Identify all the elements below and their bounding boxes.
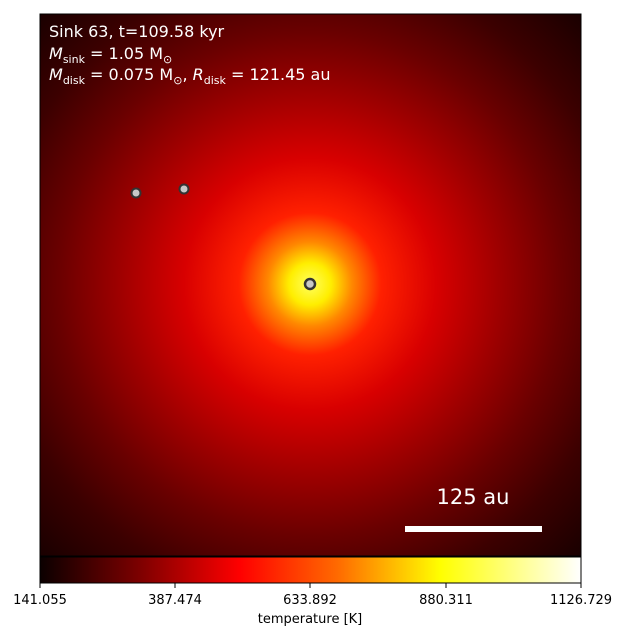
colorbar-tick-label: 633.892 [283, 593, 337, 608]
primary-sink-marker [303, 277, 317, 291]
colorbar-ticks [39, 583, 582, 588]
title-disk-props: Mdisk = 0.075 M⊙, Rdisk = 121.45 au [49, 65, 330, 87]
scale-bar-label: 125 au [437, 485, 510, 509]
colorbar [39, 556, 582, 584]
colorbar-tick-label: 1126.729 [550, 593, 612, 608]
image-frame [39, 13, 582, 557]
scale-bar [405, 526, 542, 532]
companion-sink-marker [178, 183, 190, 195]
title-sink-time: Sink 63, t=109.58 kyr [49, 22, 225, 41]
companion-sink-marker [130, 187, 142, 199]
colorbar-tick-label: 387.474 [148, 593, 202, 608]
colorbar-tick-label: 880.311 [419, 593, 473, 608]
colorbar-tick-label: 141.055 [13, 593, 67, 608]
title-sink-mass: Msink = 1.05 M⊙ [49, 44, 172, 66]
colorbar-label: temperature [K] [258, 612, 363, 627]
